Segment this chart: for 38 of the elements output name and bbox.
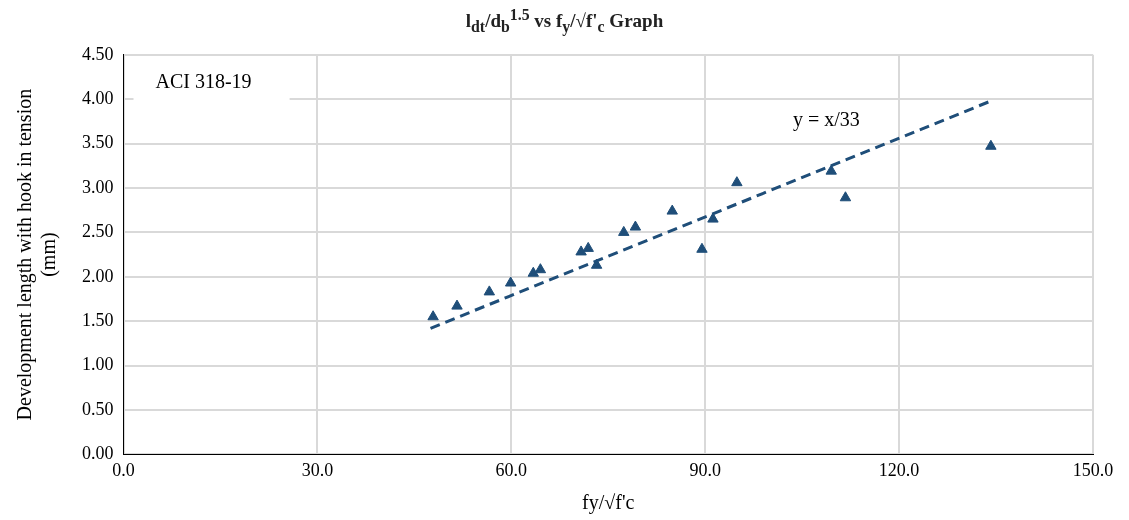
x-axis-title: fy/√f'c bbox=[582, 491, 635, 515]
annotation: y = x/33 bbox=[792, 107, 860, 131]
point bbox=[618, 225, 630, 236]
point bbox=[666, 204, 678, 215]
point bbox=[825, 164, 837, 175]
point bbox=[731, 176, 743, 187]
y-tick-label: 1.00 bbox=[82, 354, 114, 375]
point bbox=[427, 310, 439, 321]
point bbox=[590, 258, 603, 269]
point bbox=[582, 241, 594, 252]
x-tick-label: 150.0 bbox=[1072, 459, 1114, 480]
x-tick-label: 30.0 bbox=[301, 459, 334, 480]
point bbox=[483, 285, 496, 296]
point bbox=[985, 139, 997, 150]
y-tick-label: 2.00 bbox=[82, 265, 114, 286]
point bbox=[527, 266, 539, 277]
x-tick-label: 60.0 bbox=[495, 459, 528, 480]
point bbox=[451, 299, 463, 310]
y-tick-label: 0.00 bbox=[82, 443, 114, 464]
y-tick-label: 4.50 bbox=[82, 43, 114, 64]
y-tick-label: 2.50 bbox=[82, 221, 114, 242]
x-tick-label: 0.0 bbox=[112, 459, 135, 480]
point bbox=[629, 220, 642, 231]
x-tick-label: 90.0 bbox=[689, 459, 721, 480]
y-axis-title: Development length with hook in tension (mm) bbox=[13, 88, 61, 421]
y-tick-label: 3.50 bbox=[82, 132, 114, 153]
point bbox=[839, 191, 852, 202]
annotation: ACI 318-19 bbox=[155, 70, 252, 93]
point bbox=[534, 263, 547, 274]
y-tick-label: 4.00 bbox=[82, 87, 114, 108]
point bbox=[504, 276, 517, 287]
y-tick-label: 0.50 bbox=[82, 398, 114, 419]
y-tick-label: 1.50 bbox=[82, 309, 114, 330]
point bbox=[696, 242, 708, 253]
y-tick-label: 3.00 bbox=[82, 176, 114, 197]
x-tick-label: 120.0 bbox=[878, 459, 920, 480]
point bbox=[575, 245, 587, 256]
chart-title: l$_{dt}$/d$_{b}$$^{1.5}$ vs f$_{y}$/√f'$_{c}$ Graph bbox=[465, 6, 664, 36]
